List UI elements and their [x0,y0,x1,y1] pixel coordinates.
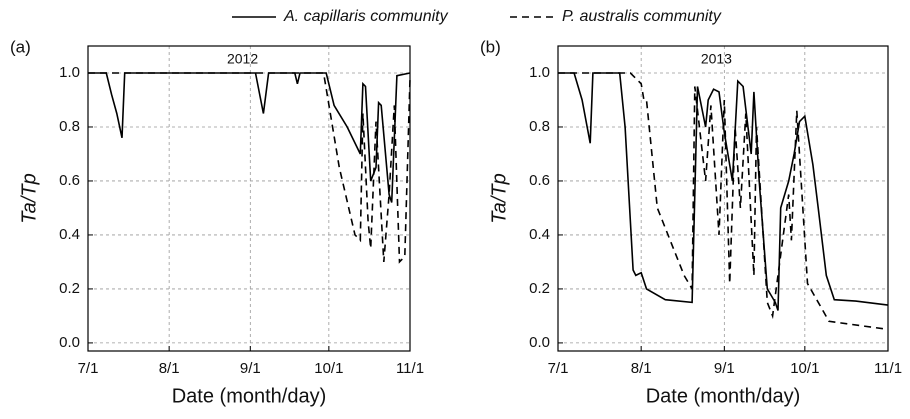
data-line [88,72,411,203]
annotation: 2012 [227,51,258,67]
legend-label: A. capillaris community [283,8,449,25]
y-tick-label: 0.6 [59,172,80,189]
x-tick-label: 8/1 [631,360,652,377]
x-tick-label: 11/1 [874,360,902,377]
y-tick-label: 1.0 [529,64,550,81]
panel-label: (a) [10,37,31,56]
y-tick-label: 0.0 [529,334,550,351]
x-tick-label: 10/1 [314,360,343,377]
x-tick-label: 8/1 [159,360,180,377]
y-tick-label: 0.0 [59,334,80,351]
x-tick-label: 11/1 [396,360,424,377]
legend-label: P. australis community [562,8,722,25]
x-axis-title: Date (month/day) [172,385,327,407]
plot-frame [87,45,411,352]
y-tick-label: 0.6 [529,172,550,189]
x-tick-label: 7/1 [78,360,99,377]
y-tick-label: 0.8 [59,118,80,135]
data-line [558,72,889,311]
x-tick-label: 7/1 [548,360,569,377]
plot-frame [557,45,889,352]
data-line [558,72,889,331]
x-axis-title: Date (month/day) [646,385,801,407]
y-axis-title: Ta/Tp [18,173,40,223]
y-axis-title: Ta/Tp [488,173,510,223]
y-tick-label: 0.2 [59,280,80,297]
annotation: 2013 [701,51,732,67]
data-line [88,72,411,264]
y-tick-label: 0.2 [529,280,550,297]
panel-label: (b) [480,37,501,56]
y-tick-label: 0.4 [529,226,550,243]
legend: A. capillaris community P. australis com… [232,8,722,25]
y-tick-label: 0.8 [529,118,550,135]
y-tick-label: 1.0 [59,64,80,81]
x-tick-label: 9/1 [240,360,261,377]
x-tick-label: 9/1 [714,360,735,377]
y-tick-label: 0.4 [59,226,80,243]
x-tick-label: 10/1 [790,360,819,377]
